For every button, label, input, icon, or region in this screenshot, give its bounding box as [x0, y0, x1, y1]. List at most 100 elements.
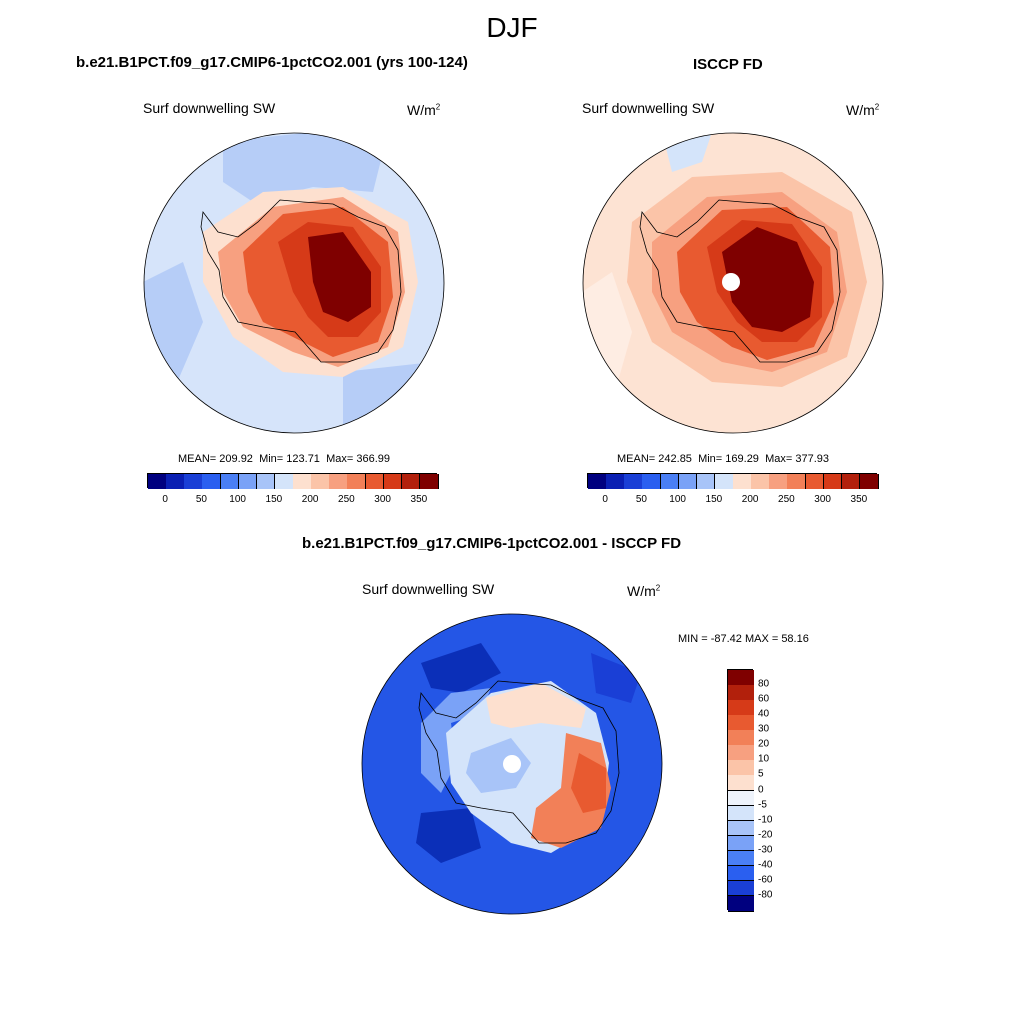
colorbar-obs-swatch: [859, 474, 879, 489]
colorbar-diff-swatch: [728, 880, 754, 897]
colorbar-model-tick-label: 150: [265, 494, 283, 505]
colorbar-model-ticks: 0 50 100 150 200 250 300 350: [147, 494, 437, 508]
map-boundary: [582, 132, 884, 434]
colorbar-obs-swatch: [588, 474, 607, 489]
colorbar-diff: [727, 669, 754, 912]
colorbar-model-swatch: [184, 474, 203, 489]
cool-bias-interior: [466, 738, 531, 793]
colorbar-diff-swatch: [728, 745, 754, 761]
colorbar-obs-swatch: [678, 474, 698, 489]
colorbar-diff-swatch: [728, 895, 754, 912]
colorbar-obs-tick-label: 100: [669, 494, 686, 505]
colorbar-obs-swatch: [769, 474, 788, 489]
ocean-deficit-region: [421, 643, 501, 693]
colorbar-diff-tick-label: 40: [758, 708, 770, 720]
colorbar-obs-swatch: [624, 474, 643, 489]
colorbar-obs: [587, 473, 879, 489]
colorbar-diff-swatch: [728, 775, 754, 791]
colorbar-diff-swatch: [728, 790, 754, 807]
antarctic-coastline: [418, 680, 620, 844]
stats-diff: MIN = -87.42 MAX = 58.16: [678, 633, 809, 645]
colorbar-model-swatch: [148, 474, 167, 489]
colorbar-obs-swatch: [805, 474, 825, 489]
colorbar-diff-swatch: [728, 835, 754, 852]
colorbar-model-swatch: [166, 474, 185, 489]
warm-bias-north: [486, 683, 586, 728]
colorbar-diff-tick-label: 0: [758, 784, 764, 795]
figure-title: DJF: [486, 12, 538, 43]
colorbar-obs-tick-label: 200: [741, 494, 759, 505]
colorbar-diff-tick-label: -5: [758, 799, 767, 811]
colorbar-diff-tick-label: -30: [758, 844, 773, 856]
ocean-low-region: [343, 362, 444, 433]
colorbar-diff-tick-label: 60: [758, 693, 770, 705]
colorbar-diff-tick-label: 80: [758, 678, 770, 690]
colorbar-diff-swatch: [728, 730, 754, 746]
colorbar-diff-tick-label: -60: [758, 874, 773, 886]
colorbar-obs-swatch: [606, 474, 625, 489]
colorbar-model-swatch: [383, 474, 403, 489]
colorbar-model-tick-label: 300: [374, 494, 391, 505]
colorbar-obs-ticks: 0 50 100 150 200 250 300 350: [587, 494, 877, 508]
colorbar-diff-tick-label: -20: [758, 829, 773, 841]
colorbar-diff-swatch: [728, 760, 754, 776]
colorbar-model-swatch: [347, 474, 366, 489]
pole-missing-data: [722, 273, 740, 291]
variable-label-diff: Surf downwelling SW: [362, 581, 495, 597]
colorbar-model-swatch: [365, 474, 385, 489]
colorbar-diff-swatch: [728, 865, 754, 882]
colorbar-model-swatch: [293, 474, 312, 489]
colorbar-diff-swatch: [728, 715, 754, 731]
colorbar-model-tick-label: 200: [301, 494, 319, 505]
colorbar-obs-tick-label: 50: [635, 494, 647, 505]
colorbar-obs-swatch: [841, 474, 861, 489]
units-label-diff: W/m2: [627, 583, 661, 599]
stats-model: MEAN= 209.92 Min= 123.71 Max= 366.99: [178, 453, 390, 465]
map-boundary: [361, 613, 663, 915]
colorbar-model: [147, 473, 439, 489]
colorbar-obs-swatch: [714, 474, 734, 489]
map-boundary: [143, 132, 445, 434]
colorbar-model-tick-label: 350: [410, 494, 428, 505]
stats-obs: MEAN= 242.85 Min= 169.29 Max= 377.93: [617, 453, 829, 465]
colorbar-model-tick-label: 250: [338, 494, 355, 505]
colorbar-model-swatch: [220, 474, 240, 489]
colorbar-model-tick-label: 0: [162, 494, 168, 505]
variable-label-obs: Surf downwelling SW: [582, 100, 715, 116]
ocean-low-region: [223, 133, 383, 202]
colorbar-model-swatch: [274, 474, 294, 489]
colorbar-obs-tick-label: 250: [778, 494, 795, 505]
colorbar-model-tick-label: 50: [195, 494, 207, 505]
variable-label-model: Surf downwelling SW: [143, 100, 276, 116]
colorbar-obs-swatch: [696, 474, 716, 489]
colorbar-model-swatch: [238, 474, 258, 489]
ocean-deficit-region: [591, 653, 641, 703]
colorbar-diff-swatch: [728, 685, 754, 701]
pole-missing-data: [503, 755, 521, 773]
colorbar-diff-tick-label: 10: [758, 753, 770, 765]
colorbar-model-swatch: [419, 474, 439, 489]
colorbar-diff-tick-label: -80: [758, 889, 773, 901]
antarctic-coastline: [200, 199, 402, 363]
units-label-obs: W/m2: [846, 102, 880, 118]
continent-core: [308, 232, 371, 322]
colorbar-model-swatch: [401, 474, 421, 489]
colorbar-model-swatch: [329, 474, 348, 489]
units-label-model: W/m2: [407, 102, 441, 118]
colorbar-model-swatch: [311, 474, 330, 489]
polar-map-diff: [361, 613, 663, 915]
colorbar-diff-ticks: 80 60 40 30 20 10 5 0 -5 -10 -20 -30 -40 -60 -80: [758, 669, 798, 910]
panel-title-model: b.e21.B1PCT.f09_g17.CMIP6-1pctCO2.001 (y…: [76, 54, 468, 71]
colorbar-diff-swatch: [728, 805, 754, 822]
colorbar-obs-swatch: [823, 474, 843, 489]
warm-bias-core: [571, 753, 606, 813]
colorbar-model-swatch: [202, 474, 221, 489]
continent-core: [722, 227, 814, 332]
colorbar-obs-tick-label: 150: [705, 494, 723, 505]
polar-map-obs: [582, 132, 884, 434]
colorbar-obs-tick-label: 350: [850, 494, 868, 505]
colorbar-diff-swatch: [728, 820, 754, 837]
panel-title-diff: b.e21.B1PCT.f09_g17.CMIP6-1pctCO2.001 - …: [302, 535, 682, 552]
colorbar-model-swatch: [256, 474, 276, 489]
colorbar-diff-tick-label: 20: [758, 738, 770, 750]
